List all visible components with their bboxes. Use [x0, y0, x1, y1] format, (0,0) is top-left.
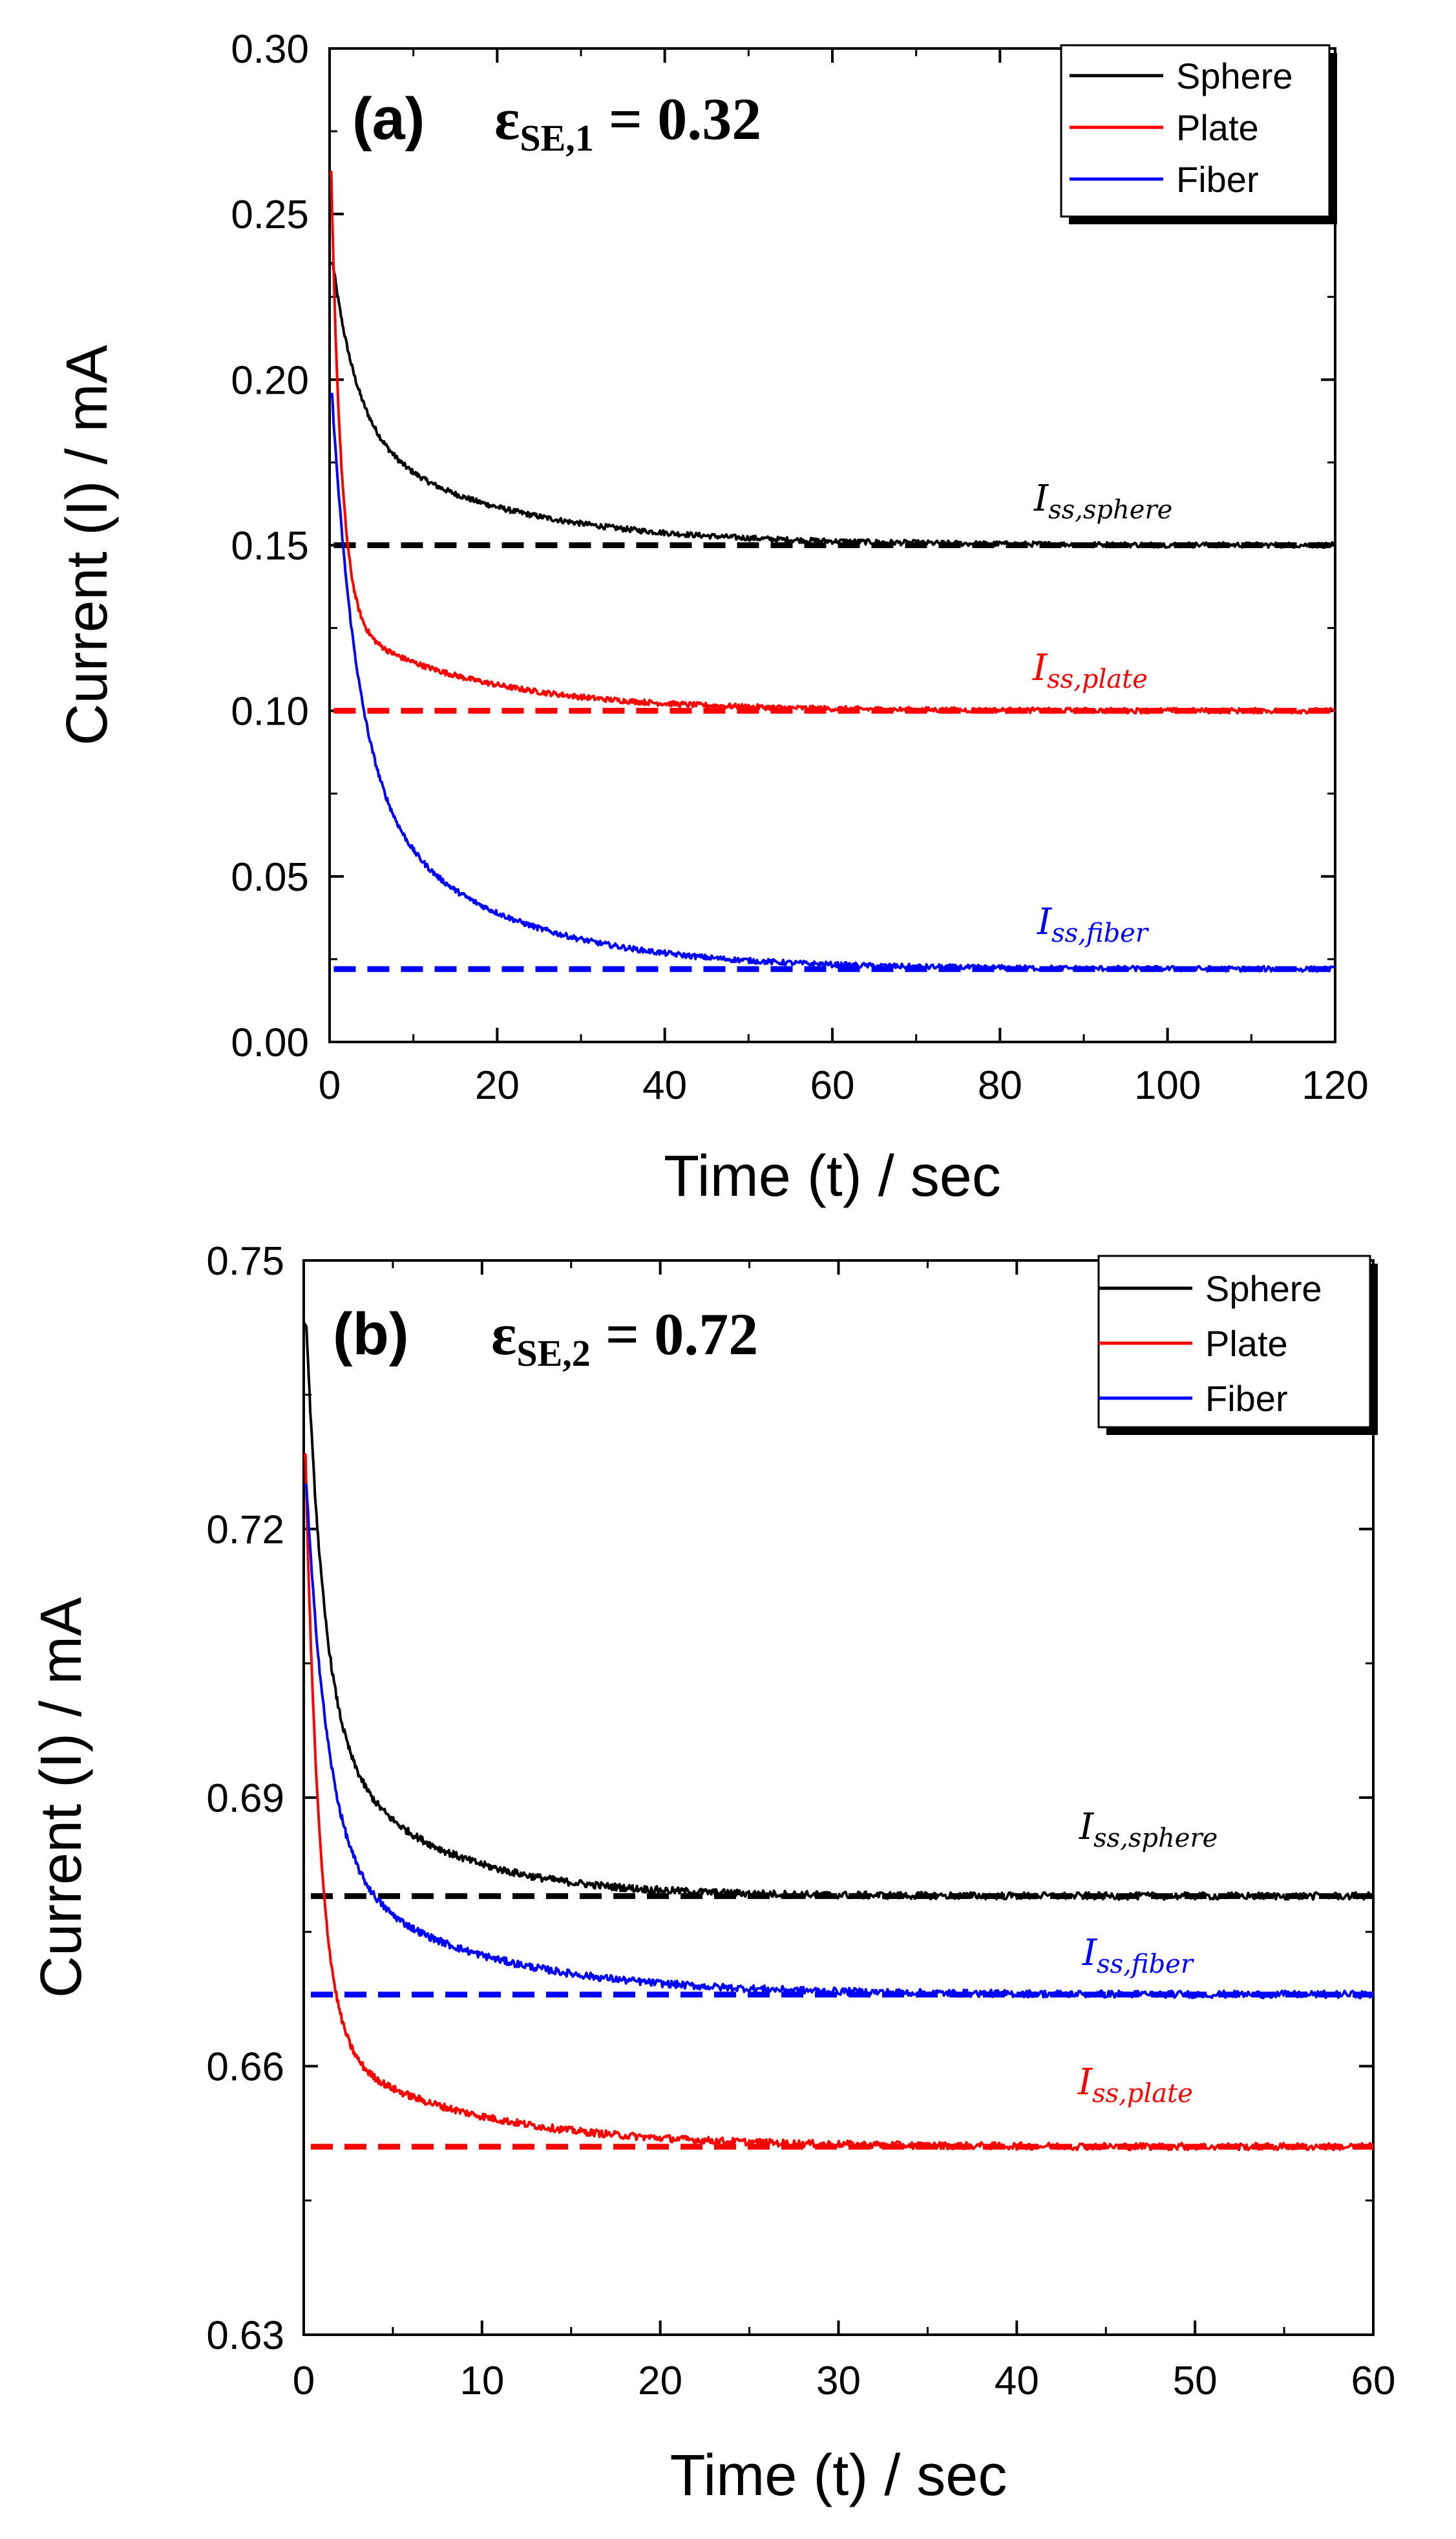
y-tick-label: 0.05: [231, 855, 309, 900]
series-line-plate: [330, 170, 1335, 715]
y-tick-label: 0.63: [206, 2313, 284, 2358]
series-line-fiber: [330, 392, 1335, 973]
y-tick-label: 0.00: [231, 1021, 309, 1065]
legend-label-plate: Plate: [1176, 107, 1259, 148]
x-tick-label: 40: [642, 1063, 687, 1108]
x-tick-label: 50: [1173, 2359, 1218, 2403]
chart-panel-a: 0 20 40 60 80 100 120 0.00 0.05 0.10 0.15 0.20 0.25 0…: [55, 27, 1369, 1209]
x-axis-title: Time (t) / sec: [664, 1144, 1001, 1209]
series-line-fiber: [304, 1483, 1373, 2000]
y-tick-label: 0.69: [206, 1776, 284, 1821]
x-tick-label: 30: [816, 2359, 861, 2403]
x-tick-label: 10: [459, 2359, 504, 2403]
legend-label-sphere: Sphere: [1176, 56, 1293, 96]
x-tick-label: 80: [978, 1063, 1022, 1108]
steady-state-annotation: Iss,plate: [1077, 2061, 1193, 2109]
x-tick-label: 20: [475, 1063, 520, 1108]
epsilon-label: εSE,1 = 0.32: [494, 86, 761, 159]
legend: Sphere Plate Fiber: [1097, 1255, 1378, 1435]
legend-label-fiber: Fiber: [1176, 159, 1259, 200]
y-tick-label: 0.20: [231, 358, 309, 403]
y-axis-title: Current (I) / mA: [55, 345, 120, 745]
panel-label: (a): [352, 86, 425, 152]
x-tick-label: 60: [810, 1063, 855, 1108]
legend-label-sphere: Sphere: [1205, 1268, 1322, 1309]
x-tick-label: 20: [638, 2359, 682, 2403]
y-tick-label: 0.66: [206, 2045, 284, 2090]
y-tick-label: 0.25: [231, 193, 309, 237]
legend: Sphere Plate Fiber: [1060, 44, 1337, 224]
y-tick-label: 0.30: [231, 27, 309, 72]
steady-state-annotation: Iss,fiber: [1037, 901, 1150, 948]
legend-label-fiber: Fiber: [1205, 1378, 1288, 1419]
y-tick-label: 0.15: [231, 524, 309, 569]
y-tick-label: 0.10: [231, 690, 309, 734]
steady-state-annotation: Iss,sphere: [1033, 478, 1172, 525]
series-line-sphere: [304, 1322, 1373, 1901]
x-tick-label: 100: [1134, 1063, 1201, 1108]
legend-box: [1060, 44, 1331, 218]
y-axis-title: Current (I) / mA: [29, 1597, 94, 1998]
series-line-sphere: [330, 261, 1335, 549]
epsilon-label: εSE,2 = 0.72: [491, 1301, 758, 1374]
x-tick-label: 0: [293, 2359, 315, 2403]
x-axis-title: Time (t) / sec: [670, 2443, 1008, 2508]
y-tick-label: 0.75: [206, 1239, 284, 1284]
y-tick-label: 0.72: [206, 1508, 284, 1553]
steady-state-annotation: Iss,plate: [1032, 647, 1148, 694]
steady-state-annotation: Iss,fiber: [1082, 1932, 1195, 1979]
chart-panel-b: 0 10 20 30 40 50 60 0.63 0.66 0.69 0.72 0.75 Time (t…: [29, 1239, 1395, 2508]
steady-state-annotation: Iss,sphere: [1079, 1806, 1218, 1853]
x-tick-label: 40: [995, 2359, 1039, 2403]
legend-label-plate: Plate: [1205, 1323, 1288, 1364]
x-tick-label: 60: [1351, 2359, 1396, 2403]
panel-label: (b): [333, 1301, 408, 1367]
x-tick-label: 120: [1302, 1063, 1368, 1108]
x-tick-label: 0: [319, 1063, 341, 1108]
series-line-plate: [304, 1453, 1373, 2152]
